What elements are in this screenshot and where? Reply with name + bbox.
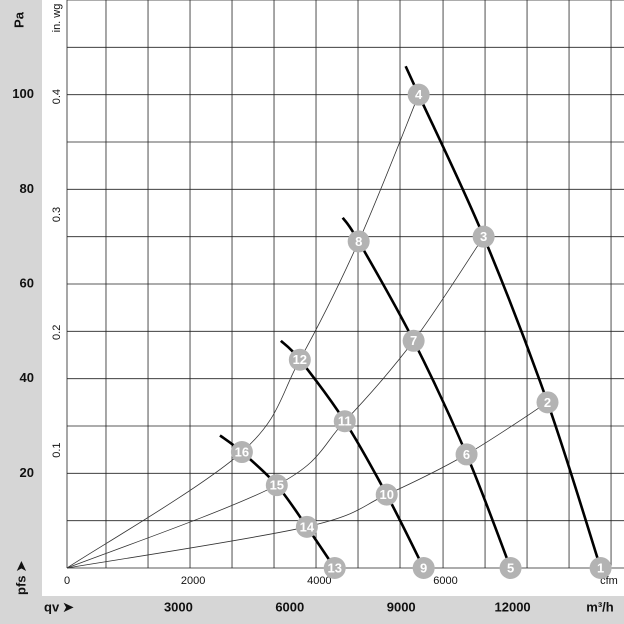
x-axis-label: m³/h: [586, 599, 614, 614]
operating-point: [407, 83, 430, 106]
operating-point: [288, 348, 311, 371]
x2-tick-label: 0: [64, 575, 70, 587]
y2-tick-label: 0.3: [51, 207, 63, 222]
point-label: 13: [327, 560, 341, 575]
y2-tick-label: 0.2: [51, 325, 63, 340]
point-label: 6: [463, 447, 470, 462]
point-label: 4: [415, 87, 423, 102]
y-tick-label: 100: [12, 86, 34, 101]
x2-tick-label: 2000: [181, 575, 205, 587]
point-label: 15: [270, 478, 284, 493]
operating-point: [402, 329, 425, 352]
point-label: 11: [338, 414, 352, 429]
operating-point: [472, 225, 495, 248]
operating-point: [375, 483, 398, 506]
y-axis-symbol: pfs ➤: [13, 561, 28, 595]
x-axis-symbol: qv ➤: [44, 599, 74, 614]
x-tick-label: 12000: [495, 599, 531, 614]
x-tick-label: 3000: [164, 599, 193, 614]
y-axis-label: Pa: [11, 11, 26, 28]
point-label: 10: [379, 487, 393, 502]
y2-tick-label: 0.1: [51, 443, 63, 458]
point-label: 8: [355, 234, 362, 249]
operating-point: [230, 441, 253, 464]
operating-point: [265, 474, 288, 497]
operating-point: [589, 557, 612, 579]
y2-axis-label: in. wg: [51, 4, 63, 33]
point-label: 16: [235, 444, 249, 459]
operating-point: [499, 557, 522, 579]
operating-point: [536, 391, 559, 414]
fan-curve: [404, 65, 602, 569]
y-tick-label: 40: [20, 370, 34, 385]
system-curve: [66, 236, 484, 569]
point-label: 2: [544, 395, 551, 410]
x-tick-label: 9000: [387, 599, 416, 614]
y-tick-label: 80: [20, 181, 34, 196]
x2-tick-label: 4000: [307, 575, 331, 587]
point-label: 9: [420, 560, 427, 575]
operating-point: [455, 443, 478, 466]
operating-point: [333, 410, 356, 433]
point-label: 3: [480, 229, 487, 244]
y-tick-label: 60: [20, 275, 34, 290]
point-label: 5: [507, 560, 514, 575]
operating-point: [323, 557, 346, 579]
operating-point: [412, 557, 435, 579]
operating-point: [347, 230, 370, 253]
point-label: 12: [293, 352, 307, 367]
point-label: 14: [300, 519, 315, 534]
y2-tick-label: 0.4: [51, 89, 63, 104]
point-label: 1: [597, 560, 604, 575]
operating-point: [295, 515, 318, 538]
y-tick-label: 20: [20, 465, 34, 480]
x2-tick-label: 6000: [433, 575, 457, 587]
point-label: 7: [410, 333, 417, 348]
x-tick-label: 6000: [275, 599, 304, 614]
bottom-band: [0, 596, 624, 624]
system-curve: [66, 401, 548, 569]
left-band: [0, 0, 42, 624]
